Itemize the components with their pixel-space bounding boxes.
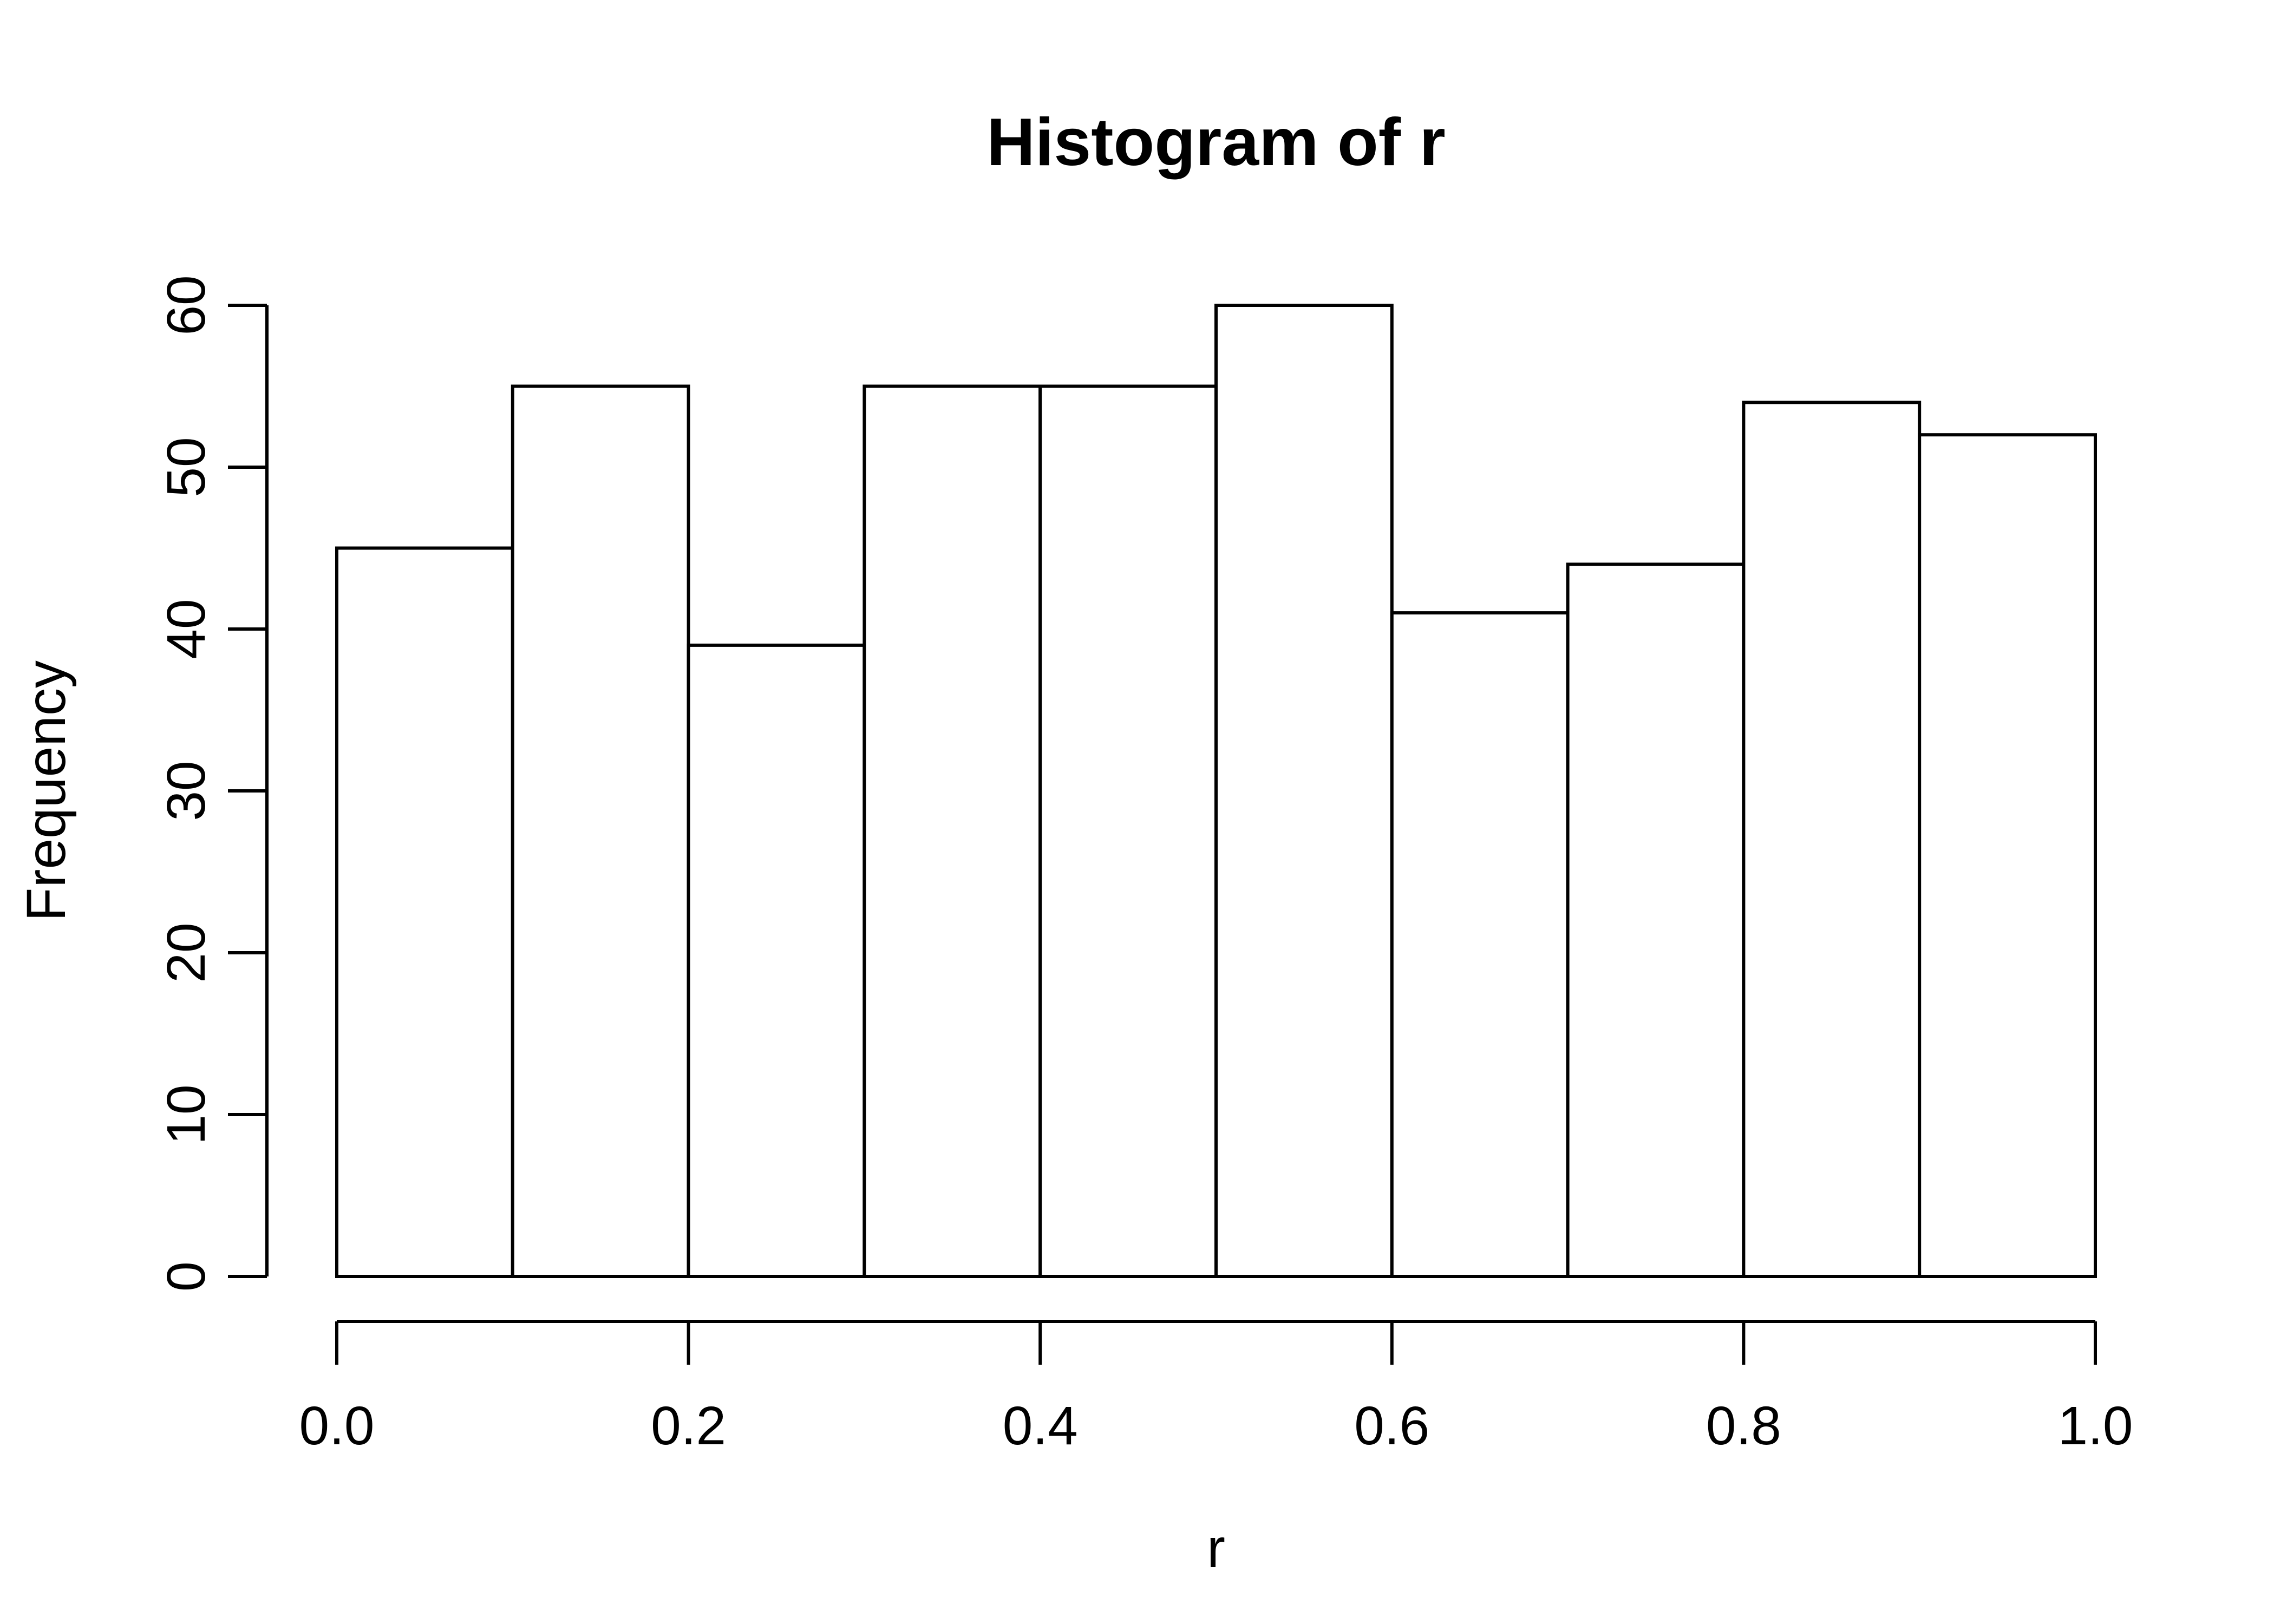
histogram-bar [1214, 304, 1394, 1278]
histogram-bar [687, 643, 866, 1278]
y-tick-label: 10 [156, 1084, 217, 1144]
histogram-bar [511, 384, 690, 1278]
y-tick-label: 0 [156, 1261, 217, 1292]
y-tick-label: 60 [156, 275, 217, 335]
histogram-bar [862, 384, 1042, 1278]
histogram-bar [1038, 384, 1218, 1278]
histogram-bar [335, 546, 514, 1278]
y-tick-label: 50 [156, 437, 217, 497]
x-tick-label: 0.6 [1354, 1396, 1429, 1456]
histogram-bar [1918, 433, 2097, 1279]
x-axis-title: r [1207, 1517, 1225, 1579]
x-tick-label: 0.8 [1706, 1396, 1781, 1456]
y-tick-label: 30 [156, 761, 217, 821]
x-tick-label: 0.4 [1003, 1396, 1078, 1456]
x-tick-label: 1.0 [2057, 1396, 2133, 1456]
histogram-bar [1566, 562, 1746, 1278]
histogram-bar [1390, 611, 1570, 1278]
x-tick-label: 0.0 [299, 1396, 374, 1456]
y-axis-title: Frequency [15, 660, 77, 921]
chart-title: Histogram of r [986, 105, 1445, 180]
y-tick-label: 20 [156, 922, 217, 983]
y-tick-label: 40 [156, 599, 217, 659]
x-tick-label: 0.2 [651, 1396, 726, 1456]
y-axis: 0 10 20 30 40 50 60 [156, 275, 269, 1292]
histogram-bars [335, 304, 2097, 1279]
histogram-bar [1742, 401, 1922, 1278]
x-axis: 0.0 0.2 0.4 0.6 0.8 1.0 [299, 1320, 2133, 1456]
